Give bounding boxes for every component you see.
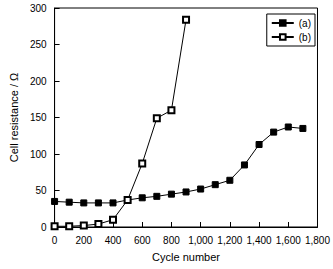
svg-text:0: 0 — [52, 235, 58, 246]
svg-text:150: 150 — [30, 112, 47, 123]
svg-text:100: 100 — [30, 149, 47, 160]
svg-text:Cycle number: Cycle number — [152, 251, 220, 263]
svg-text:300: 300 — [30, 3, 47, 14]
svg-text:1,400: 1,400 — [247, 235, 272, 246]
svg-text:600: 600 — [134, 235, 151, 246]
svg-text:1,600: 1,600 — [276, 235, 301, 246]
svg-text:200: 200 — [75, 235, 92, 246]
svg-text:1,800: 1,800 — [305, 235, 330, 246]
svg-text:200: 200 — [30, 76, 47, 87]
svg-text:800: 800 — [163, 235, 180, 246]
svg-text:(a): (a) — [299, 18, 311, 29]
svg-text:50: 50 — [35, 185, 47, 196]
svg-text:250: 250 — [30, 39, 47, 50]
svg-text:(b): (b) — [299, 32, 311, 43]
svg-text:400: 400 — [105, 235, 122, 246]
svg-text:1,000: 1,000 — [188, 235, 213, 246]
svg-text:0: 0 — [41, 222, 47, 233]
svg-text:Cell resistance / Ω: Cell resistance / Ω — [8, 73, 20, 163]
svg-text:1,200: 1,200 — [217, 235, 242, 246]
